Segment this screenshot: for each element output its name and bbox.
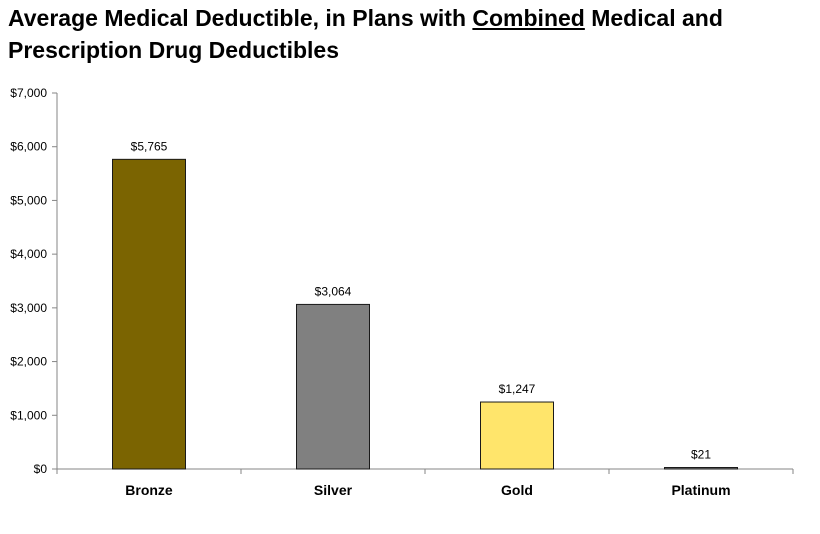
y-tick-label: $3,000 xyxy=(10,301,47,315)
chart-title: Average Medical Deductible, in Plans wit… xyxy=(8,2,808,66)
bar-gold xyxy=(480,401,554,470)
x-category-label: Platinum xyxy=(671,482,730,498)
data-label-platinum: $21 xyxy=(691,448,711,462)
y-tick-label: $1,000 xyxy=(10,408,47,422)
bar-bronze xyxy=(112,158,186,470)
y-tick-label: $0 xyxy=(34,462,48,476)
y-tick-label: $5,000 xyxy=(10,193,47,207)
data-labels: $5,765 $3,064 $1,247 $21 xyxy=(131,139,712,461)
y-tick-label: $4,000 xyxy=(10,247,47,261)
bars xyxy=(112,158,738,470)
chart-title-part: Average Medical Deductible, in Plans wit… xyxy=(8,5,473,31)
bar-silver xyxy=(296,303,370,470)
y-tick-label: $7,000 xyxy=(10,86,47,100)
y-axis: $0 $1,000 $2,000 $3,000 $4,000 $5,000 $6,000 $7… xyxy=(10,86,58,476)
y-tick-label: $6,000 xyxy=(10,140,47,154)
bar-platinum xyxy=(664,467,738,470)
y-tick-label: $2,000 xyxy=(10,355,47,369)
x-axis: Bronze Silver Gold Platinum xyxy=(56,468,794,498)
data-label-gold: $1,247 xyxy=(499,382,536,396)
data-label-silver: $3,064 xyxy=(315,284,352,298)
x-category-label: Gold xyxy=(501,482,533,498)
x-category-label: Bronze xyxy=(125,482,173,498)
x-category-label: Silver xyxy=(314,482,353,498)
chart-title-part: Medical and Prescription Drug Deductible… xyxy=(8,5,723,63)
data-label-bronze: $5,765 xyxy=(131,139,168,153)
chart-title-part: Combined xyxy=(472,5,585,31)
